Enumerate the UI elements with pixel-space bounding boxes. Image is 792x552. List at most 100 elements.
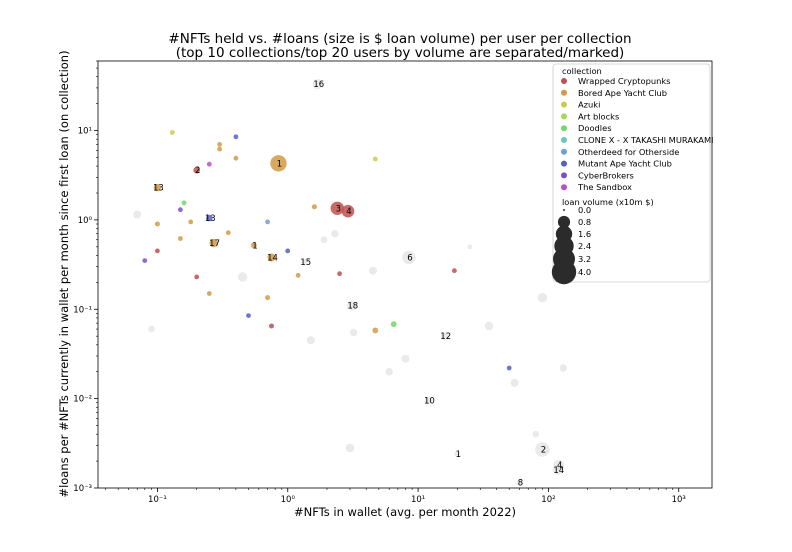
scatter-point	[225, 230, 231, 236]
scatter-point	[217, 146, 223, 152]
point-rank-label: 3	[336, 204, 341, 214]
legend-marker	[561, 148, 567, 155]
x-tick-label: 10³	[672, 495, 686, 505]
scatter-point	[193, 166, 200, 174]
scatter-point	[402, 250, 416, 265]
y-tick-label: 10⁻²	[73, 395, 92, 405]
point-rank-label: 1	[277, 159, 282, 169]
y-tick-label: 10⁻³	[73, 484, 92, 494]
scatter-point	[306, 336, 315, 345]
legend-box	[552, 63, 711, 283]
scatter-point	[341, 204, 355, 218]
legend-item-label: Azuki	[578, 100, 600, 110]
scatter-point	[206, 291, 212, 296]
scatter-point	[181, 200, 187, 206]
scatter-point	[390, 321, 397, 328]
legend-item-label: Art blocks	[578, 111, 619, 121]
legend-marker	[561, 160, 567, 167]
scatter-point	[552, 464, 563, 475]
scatter-point	[217, 142, 223, 147]
legend-title: collection	[562, 66, 602, 76]
point-rank-label: 17	[209, 239, 220, 249]
scatter-point	[233, 155, 239, 161]
point-rank-label: 14	[267, 254, 278, 264]
legend-item-label: CyberBrokers	[578, 170, 634, 180]
size-legend-title: loan volume (x10m $)	[562, 197, 654, 207]
scatter-point	[510, 378, 519, 387]
scatter-point	[169, 130, 175, 135]
scatter-point	[345, 443, 355, 453]
chart-title-line-1: #NFTs held vs. #loans (size is $ loan vo…	[168, 31, 631, 47]
y-tick-label: 10⁻¹	[73, 305, 92, 315]
scatter-point	[424, 396, 433, 405]
point-rank-label: 12	[440, 332, 451, 342]
scatter-point	[454, 451, 461, 457]
scatter-point	[237, 272, 248, 282]
scatter-point	[347, 300, 357, 311]
scatter-point	[452, 268, 457, 274]
legend-marker	[561, 184, 567, 191]
scatter-points	[133, 79, 567, 486]
y-tick-label: 10¹	[78, 127, 92, 137]
point-rank-label: 4	[557, 461, 562, 471]
scatter-point	[532, 430, 540, 438]
legend-marker	[561, 137, 567, 143]
chart-title-line-2: (top 10 collections/top 20 users by volu…	[176, 45, 625, 61]
scatter-point	[153, 183, 162, 192]
scatter-point	[312, 79, 323, 90]
scatter-point	[372, 327, 379, 334]
scatter-point	[467, 244, 473, 250]
scatter-point	[385, 368, 393, 376]
scatter-point	[188, 219, 194, 225]
scatter-point	[372, 156, 378, 162]
scatter-point	[233, 134, 239, 140]
scatter-point	[484, 321, 494, 331]
point-rank-label: 6	[407, 254, 412, 264]
scatter-point	[178, 207, 183, 213]
legend-marker	[561, 172, 567, 179]
point-rank-label: 2	[195, 166, 200, 176]
axis-ticks: 10⁻¹ 10⁰ 10¹ 10² 10³ 10⁻³ 10⁻² 10⁻¹ 10⁰ 10¹	[73, 60, 686, 505]
scatter-point	[133, 210, 142, 219]
x-tick-label: 10²	[541, 495, 555, 505]
scatter-point	[251, 242, 257, 249]
scatter-point	[206, 214, 213, 222]
legend-collections: Wrapped Cryptopunks Bored Ape Yacht Club A…	[561, 76, 714, 192]
scatter-point	[440, 332, 449, 341]
scatter-point	[559, 364, 567, 372]
scatter-point	[265, 219, 270, 225]
scatter-point	[206, 161, 212, 167]
legend-marker	[561, 113, 567, 120]
scatter-point	[337, 271, 342, 277]
legend-marker	[561, 89, 567, 96]
scatter-point	[401, 354, 410, 363]
y-tick-label: 10⁰	[78, 216, 93, 226]
legend-sizes: 0.0 0.8 1.6 2.4 3.2 4.0	[551, 205, 591, 285]
size-legend-label: 1.6	[578, 229, 591, 239]
point-rank-label: 2	[541, 446, 546, 456]
scatter-point	[269, 323, 274, 329]
scatter-point	[270, 155, 287, 172]
point-rank-label: 14	[553, 466, 564, 476]
legend-item-label: Otherdeed for Otherside	[578, 147, 679, 157]
scatter-point	[155, 248, 160, 254]
scatter-point	[349, 328, 358, 337]
scatter-point	[178, 236, 183, 241]
point-rank-label: 15	[300, 258, 311, 268]
scatter-point	[535, 442, 550, 457]
legend-marker	[561, 78, 567, 84]
scatter-point	[295, 272, 301, 278]
point-rank-label: 10	[424, 397, 435, 407]
scatter-point	[209, 238, 218, 248]
size-legend-marker	[557, 215, 571, 229]
legend-item-label: Bored Ape Yacht Club	[578, 88, 667, 98]
legend: collection Wrapped Cryptopunks Bored Ape …	[551, 63, 714, 285]
x-axis-label: #NFTs in wallet (avg. per month 2022)	[294, 505, 516, 519]
scatter-point	[537, 292, 548, 303]
point-rank-label: 16	[313, 80, 324, 90]
x-tick-label: 10⁻¹	[148, 495, 167, 505]
size-legend-label: 3.2	[578, 254, 591, 264]
legend-item-label: Doodles	[578, 123, 612, 133]
size-legend-label: 2.4	[578, 241, 591, 251]
